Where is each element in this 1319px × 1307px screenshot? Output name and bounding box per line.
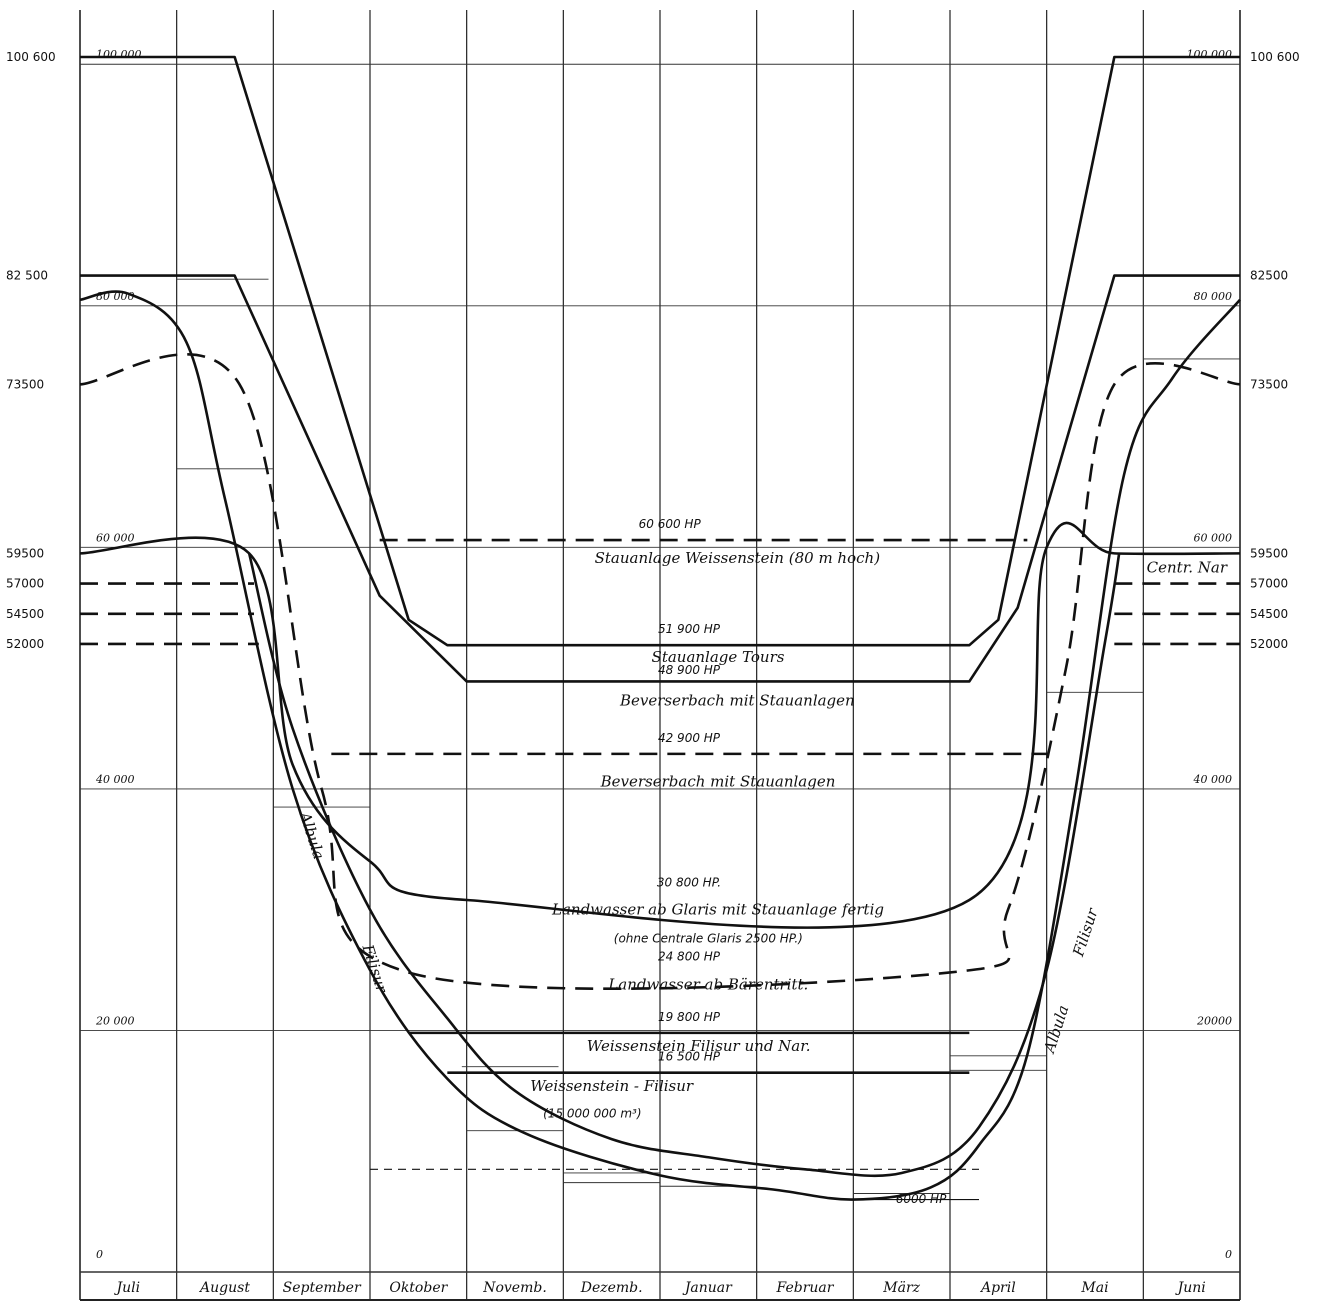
annotation-label: (ohne Centrale Glaris 2500 HP.) xyxy=(614,931,803,945)
annotation-label: Beverserbach mit Stauanlagen xyxy=(600,772,836,790)
annotation-label: 51 900 HP xyxy=(658,622,721,636)
grid-label-right: 40 000 xyxy=(1193,773,1233,786)
y-tick-label-right: 82500 xyxy=(1250,269,1288,283)
y-tick-label-left: 59500 xyxy=(6,546,44,560)
grid-label-left: 80 000 xyxy=(96,290,135,303)
month-label: September xyxy=(283,1280,362,1296)
annotation-label: (15 000 000 m³) xyxy=(543,1106,641,1120)
y-tick-label-left: 57000 xyxy=(6,577,44,591)
y-tick-label-right: 52000 xyxy=(1250,637,1288,651)
series-line xyxy=(79,521,1241,929)
annotation-label: 30 800 HP. xyxy=(657,876,721,890)
month-label: August xyxy=(198,1280,250,1296)
y-tick-label-right: 54500 xyxy=(1250,607,1288,621)
grid-label-right: 0 xyxy=(1225,1248,1232,1261)
y-tick-label-left: 100 600 xyxy=(6,50,56,64)
month-label: Februar xyxy=(776,1280,835,1296)
annotation-label: Beverserbach mit Stauanlagen xyxy=(619,692,855,710)
grid-label-right: 60 000 xyxy=(1194,531,1233,544)
y-tick-label-left: 52000 xyxy=(6,637,44,651)
month-label: März xyxy=(882,1280,920,1296)
annotation-label: Landwasser ab Glaris mit Stauanlage fert… xyxy=(551,901,884,919)
month-label: Dezemb. xyxy=(580,1280,643,1296)
chart-grid xyxy=(79,10,1241,1301)
chart-series xyxy=(79,55,1241,1201)
grid-label-left: 0 xyxy=(96,1248,103,1261)
y-tick-label-left: 82 500 xyxy=(6,269,48,283)
annotation-label: 16 500 HP xyxy=(658,1050,721,1064)
y-tick-label-right: 73500 xyxy=(1250,377,1288,391)
annotation-label: 60 600 HP xyxy=(639,517,702,531)
grid-label-left: 20 000 xyxy=(95,1014,135,1027)
month-label: Mai xyxy=(1080,1280,1108,1296)
y-tick-label-left: 54500 xyxy=(6,607,44,621)
month-label: Oktober xyxy=(389,1280,448,1296)
month-label: Juli xyxy=(114,1280,141,1296)
series-line xyxy=(80,55,1240,647)
y-tick-label-right: 57000 xyxy=(1250,577,1288,591)
annotation-label: 48 900 HP xyxy=(658,663,721,677)
annotation-label: 42 900 HP xyxy=(658,731,721,745)
month-label: Januar xyxy=(682,1280,733,1296)
month-label: April xyxy=(979,1280,1016,1296)
annotation-label: 24 800 HP xyxy=(658,949,721,963)
grid-label-right: 100 000 xyxy=(1187,48,1233,61)
annotation-label: Stauanlage Weissenstein (80 m hoch) xyxy=(595,549,881,567)
y-tick-label-right: 59500 xyxy=(1250,546,1288,560)
annotation-label: 6000 HP xyxy=(896,1192,947,1206)
grid-label-left: 100 000 xyxy=(96,48,142,61)
annotation-label: Centr. Nar xyxy=(1147,559,1228,577)
annotation-label: Landwasser ab Bärentritt. xyxy=(607,975,808,993)
annotation-label: Weissenstein - Filisur xyxy=(530,1077,694,1095)
grid-label-right: 80 000 xyxy=(1194,290,1233,303)
grid-label-right: 20000 xyxy=(1196,1014,1232,1027)
y-tick-label-left: 73500 xyxy=(6,377,44,391)
grid-label-left: 60 000 xyxy=(96,531,135,544)
grid-label-left: 40 000 xyxy=(95,773,135,786)
series-line xyxy=(79,353,1241,990)
series-line xyxy=(80,274,1240,683)
series-line xyxy=(79,290,1241,1201)
annotation-label: 19 800 HP xyxy=(658,1010,721,1024)
annotation-label: Stauanlage Tours xyxy=(652,648,785,666)
series-line xyxy=(247,553,1121,1178)
month-label: Novemb. xyxy=(482,1280,547,1296)
y-tick-label-right: 100 600 xyxy=(1250,50,1300,64)
month-label: Juni xyxy=(1175,1280,1206,1296)
annotation-label: Weissenstein Filisur und Nar. xyxy=(587,1037,811,1055)
chart-labels: 100 600 82 500 73500 59500 57000 54500 52000 10… xyxy=(6,48,1300,1296)
